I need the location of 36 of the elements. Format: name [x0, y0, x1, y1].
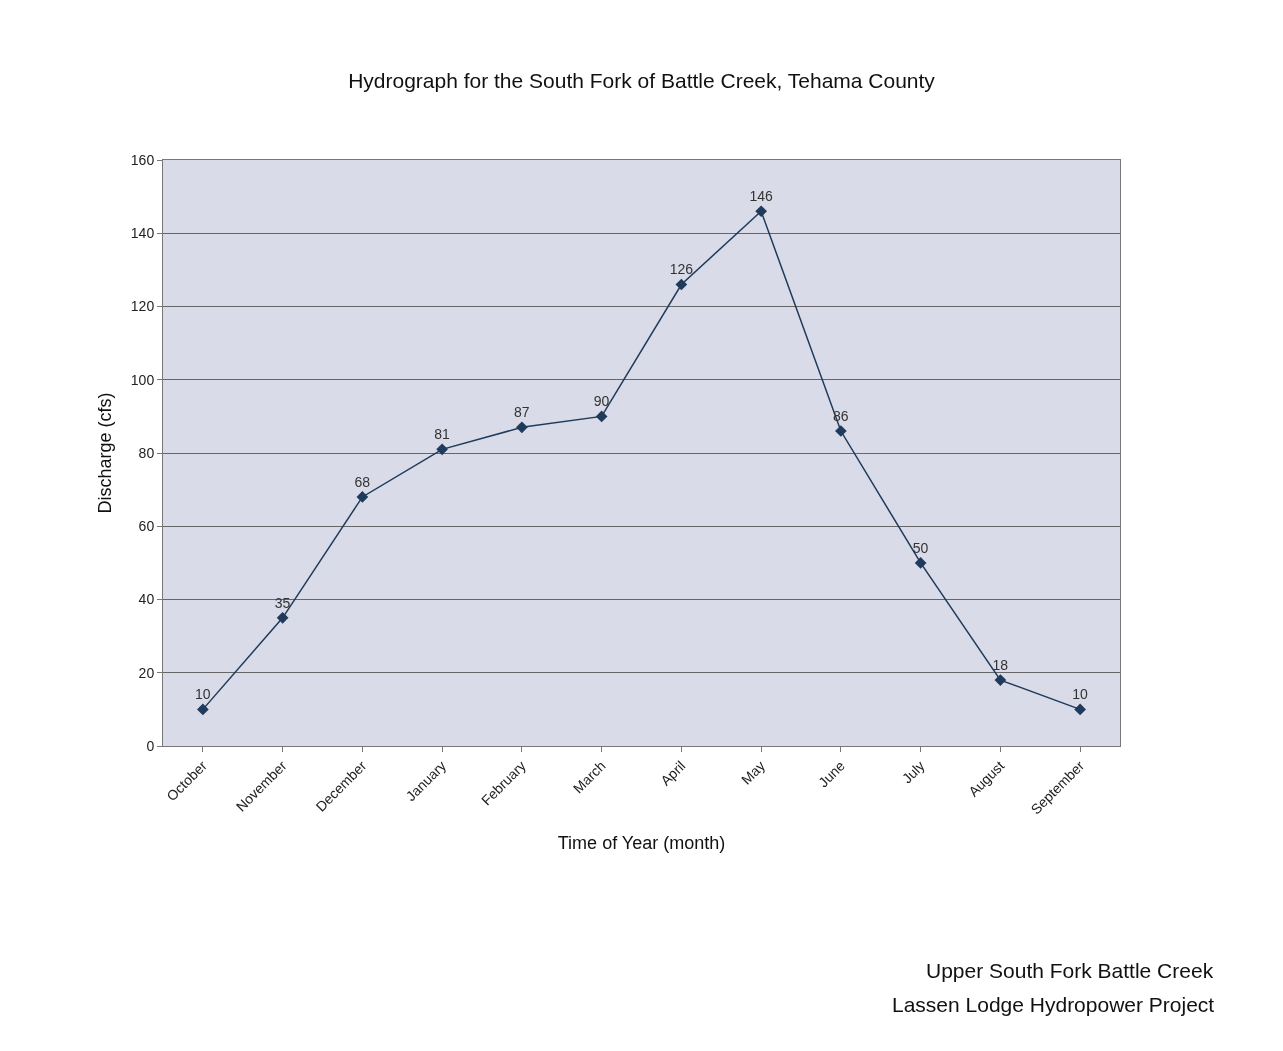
chart-title: Hydrograph for the South Fork of Battle Creek, Tehama County: [348, 69, 936, 93]
point: [516, 421, 528, 434]
x-axis-title: Time of Year (month): [557, 833, 726, 854]
text: Upper South Fork Battle Creek: [926, 959, 1214, 982]
y-tick-label: 60: [138, 518, 155, 535]
y-tick-label: 120: [130, 298, 155, 315]
data-label: 68: [354, 473, 371, 490]
point: [436, 443, 448, 456]
data-label: 126: [669, 261, 694, 278]
point: [197, 703, 209, 716]
data-label: 10: [1072, 686, 1089, 703]
data-label: 81: [434, 426, 451, 443]
point: [356, 491, 369, 503]
data-label: 90: [593, 393, 610, 410]
y-tick-label: 160: [130, 151, 155, 168]
x-tick-label: July: [898, 757, 928, 787]
data-label: 87: [514, 404, 530, 421]
point: [994, 674, 1007, 686]
data-label: 18: [992, 656, 1009, 673]
text: Lassen Lodge Hydropower Project: [892, 993, 1215, 1016]
point: [1074, 703, 1086, 716]
data-label: 10: [195, 686, 211, 703]
y-tick-label: 0: [146, 737, 155, 754]
point: [675, 278, 688, 291]
y-tick-label: 140: [130, 225, 155, 242]
point: [595, 410, 608, 423]
y-tick-label: 40: [138, 591, 155, 608]
data-label: 50: [912, 539, 929, 556]
data-label: 146: [749, 188, 774, 205]
point: [755, 205, 767, 218]
y-axis-title: Discharge (cfs): [95, 392, 116, 514]
point: [276, 611, 289, 624]
y-tick-label: 100: [130, 371, 155, 388]
y-tick-label: 20: [138, 664, 155, 681]
y-tick-label: 80: [138, 444, 155, 461]
point: [914, 557, 927, 569]
